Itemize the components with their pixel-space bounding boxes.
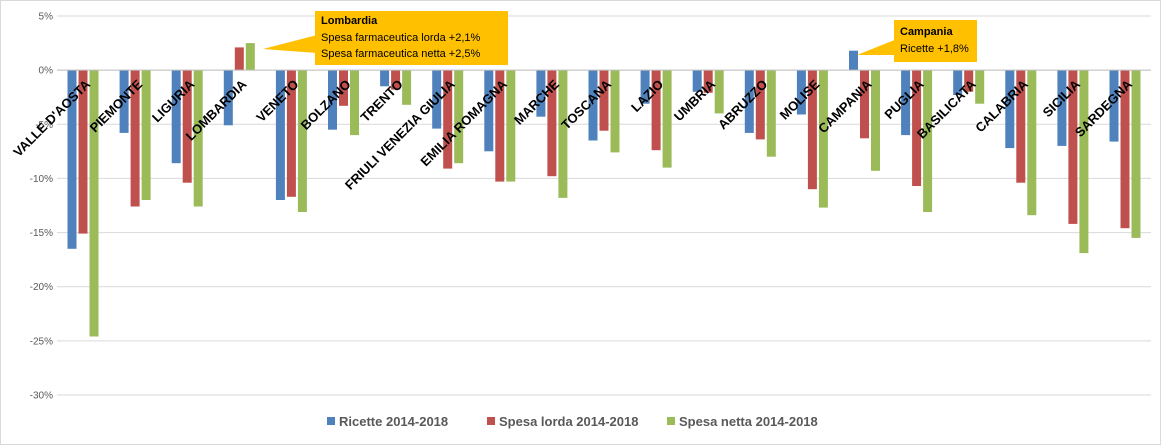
bar	[402, 70, 412, 105]
bar	[141, 70, 151, 200]
bar	[662, 70, 672, 168]
bar	[245, 43, 255, 71]
callout-title: Lombardia	[321, 15, 378, 27]
bar	[275, 70, 285, 200]
bar	[714, 70, 724, 114]
callout-title: Campania	[900, 26, 953, 38]
y-tick-label: -25%	[30, 336, 53, 347]
legend-swatch	[487, 417, 495, 425]
y-axis-labels: 5% 0% -5% -10% -15% -20% -25% -30%	[30, 12, 53, 402]
callout-lombardia: Lombardia Spesa farmaceutica lorda +2,1%…	[263, 11, 508, 65]
y-tick-label: -30%	[30, 391, 53, 402]
bar	[766, 70, 776, 157]
bar	[1131, 70, 1141, 238]
bar	[912, 70, 922, 186]
bar	[599, 70, 609, 131]
bar	[1120, 70, 1130, 229]
bar	[796, 70, 806, 115]
callout-box	[315, 11, 508, 65]
bar	[1027, 70, 1037, 216]
bar	[703, 70, 713, 93]
bar	[755, 70, 765, 140]
callout-pointer	[857, 39, 897, 55]
bar	[818, 70, 828, 208]
callout-line: Spesa farmaceutica netta +2,5%	[321, 48, 481, 60]
bar	[432, 70, 442, 129]
bar	[297, 70, 307, 212]
bar	[193, 70, 203, 207]
bar	[640, 70, 650, 104]
bar	[328, 70, 337, 130]
bar	[130, 70, 140, 207]
bar	[901, 70, 911, 136]
y-tick-label: 0%	[39, 66, 54, 77]
legend-swatch	[327, 417, 335, 425]
bar	[495, 70, 505, 182]
bar	[506, 70, 516, 182]
bar	[849, 50, 858, 71]
bar	[1005, 70, 1015, 149]
bar	[547, 70, 557, 177]
bar	[975, 70, 985, 104]
bar	[391, 70, 401, 90]
bar	[651, 70, 661, 151]
bar	[89, 70, 99, 337]
bar	[234, 47, 244, 71]
bars	[67, 43, 1141, 337]
bar	[923, 70, 933, 212]
y-tick-label: -5%	[35, 120, 53, 131]
callout-campania: Campania Ricette +1,8%	[857, 20, 977, 62]
bar	[744, 70, 754, 133]
callout-box	[894, 20, 977, 62]
bar	[67, 70, 77, 249]
bar	[223, 70, 233, 126]
callout-pointer	[263, 35, 317, 53]
bar	[286, 70, 296, 197]
bar	[443, 70, 453, 169]
bar	[860, 70, 869, 139]
bar	[454, 70, 464, 164]
bar	[610, 70, 620, 153]
bar	[1079, 70, 1089, 254]
bar	[953, 70, 963, 95]
y-tick-label: -15%	[30, 228, 53, 239]
y-tick-label: -10%	[30, 174, 53, 185]
bar	[350, 70, 359, 136]
bar	[1057, 70, 1067, 146]
bar	[692, 70, 702, 92]
bar	[171, 70, 181, 164]
bar	[380, 70, 390, 87]
bar	[807, 70, 817, 190]
bar	[1068, 70, 1078, 224]
bar	[558, 70, 568, 198]
legend-label: Spesa netta 2014-2018	[679, 414, 818, 429]
bar	[484, 70, 494, 152]
bar	[871, 70, 880, 171]
legend-swatch	[667, 417, 675, 425]
legend-label: Spesa lorda 2014-2018	[499, 414, 638, 429]
bar	[536, 70, 546, 117]
y-tick-label: -20%	[30, 282, 53, 293]
bar	[119, 70, 129, 133]
callout-line: Ricette +1,8%	[900, 43, 969, 55]
y-tick-label: 5%	[39, 12, 54, 23]
bar	[1016, 70, 1026, 183]
bar	[964, 70, 974, 92]
bar	[182, 70, 192, 183]
bar	[78, 70, 88, 234]
bar	[1109, 70, 1119, 142]
callout-line: Spesa farmaceutica lorda +2,1%	[321, 32, 481, 44]
bar	[339, 70, 348, 106]
bar	[588, 70, 598, 141]
legend-label: Ricette 2014-2018	[339, 414, 448, 429]
legend: Ricette 2014-2018 Spesa lorda 2014-2018 …	[327, 414, 818, 429]
